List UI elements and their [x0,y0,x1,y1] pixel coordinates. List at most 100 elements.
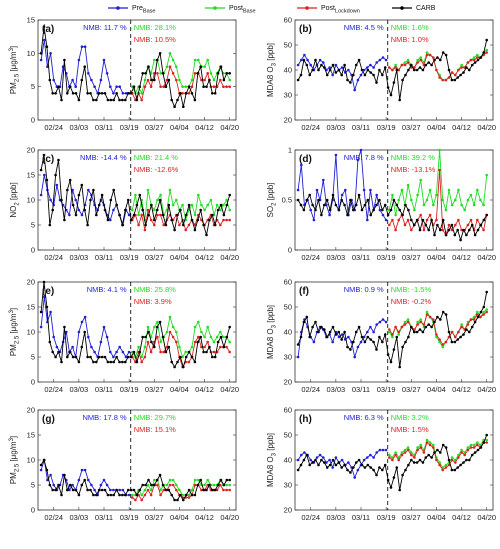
data-point-carb [144,223,147,227]
data-point-post-lockdown [228,85,231,88]
data-point-post-base [463,208,467,212]
x-tick-label: 04/12 [195,385,214,394]
x-tick-label: 03/27 [402,123,421,132]
data-point-pre-base [384,218,388,222]
data-point-post-base [435,193,438,197]
data-point-post-lockdown [143,355,147,359]
data-point-carb [407,68,410,72]
data-point-pre-base [109,350,112,354]
data-point-carb [479,56,483,59]
data-point-pre-base [90,345,93,349]
data-point-post-lockdown [394,228,397,232]
data-point-post-lockdown [219,483,222,487]
data-point-post-lockdown [432,56,435,59]
data-point-carb [360,463,364,467]
data-point-post-lockdown [228,488,231,492]
data-point-post-lockdown [466,61,470,64]
data-point-pre-base [112,92,115,95]
data-point-carb [302,320,306,324]
data-point-post-lockdown [419,320,423,324]
data-point-pre-base [372,66,375,69]
data-point-carb [439,228,442,232]
data-point-carb [129,218,133,222]
x-tick-label: 02/24 [301,253,320,262]
data-point-post-lockdown [403,63,407,67]
data-point-post-base [200,203,203,207]
data-point-carb [383,333,387,336]
data-point-pre-base [296,355,300,359]
data-point-post-base [406,58,410,62]
nmb-post-lockdown: NMB: 10.5% [134,35,176,44]
data-point-post-lockdown [225,218,228,222]
data-point-post-lockdown [422,228,426,232]
data-point-post-lockdown [397,68,401,72]
data-point-carb [216,340,220,344]
data-point-post-base [394,451,397,454]
data-point-post-lockdown [450,330,454,334]
data-point-carb [42,458,46,462]
data-point-pre-base [381,448,385,452]
data-point-pre-base [127,350,131,354]
data-point-carb [100,488,104,492]
data-point-post-base [175,65,178,68]
data-point-carb [199,478,202,482]
data-point-pre-base [296,63,300,67]
data-point-post-base [193,213,197,217]
data-point-pre-base [87,335,90,339]
data-point-carb [375,203,378,207]
data-point-post-base [228,78,231,82]
data-point-pre-base [296,458,300,462]
data-point-carb [54,173,57,177]
data-point-post-lockdown [438,76,441,79]
data-point-carb [106,218,110,222]
data-point-carb [470,325,474,329]
y-tick-label: 40 [284,66,292,75]
data-point-pre-base [49,198,52,202]
data-point-carb [118,493,121,497]
data-point-carb [436,448,439,452]
data-point-pre-base [344,188,347,192]
data-point-pre-base [322,61,325,64]
data-point-post-lockdown [165,78,169,82]
data-point-post-lockdown [479,315,482,319]
data-point-post-lockdown [391,458,394,462]
data-point-post-lockdown [391,333,394,336]
data-point-carb [135,98,139,102]
data-point-carb [124,360,127,364]
data-point-post-base [156,198,159,202]
data-point-carb [441,218,445,222]
y-tick-label: 0 [288,246,292,255]
data-point-carb [349,348,352,351]
data-point-post-base [209,72,213,75]
data-point-carb [328,463,332,467]
data-point-post-lockdown [140,98,143,102]
data-point-pre-base [43,173,46,177]
data-point-carb [372,468,375,472]
data-point-post-lockdown [159,85,162,88]
data-point-post-base [422,203,426,207]
data-point-post-lockdown [134,498,137,502]
data-point-carb [383,66,387,69]
x-tick-label: 04/20 [220,123,239,132]
data-point-post-lockdown [228,350,231,354]
data-point-carb [311,325,314,329]
x-tick-label: 04/20 [220,253,239,262]
y-tick-label: 1 [288,146,292,155]
data-point-carb [219,335,223,339]
data-point-post-lockdown [140,360,143,364]
data-point-post-lockdown [460,451,463,454]
data-point-carb [392,81,396,84]
x-tick-label: 03/11 [95,513,113,522]
data-point-carb [450,223,454,227]
data-point-post-lockdown [193,72,197,75]
x-tick-label: 04/20 [477,253,496,262]
data-point-carb [39,310,43,314]
data-point-post-base [184,350,187,354]
data-point-carb [161,483,165,487]
data-point-post-lockdown [441,468,445,472]
nmb-post-lockdown: NMB: 1.5% [391,425,429,434]
nmb-post-base: NMB: 1.6% [391,23,429,32]
data-point-carb [132,488,136,492]
data-point-post-lockdown [171,483,175,487]
x-tick-label: 03/11 [95,253,113,262]
